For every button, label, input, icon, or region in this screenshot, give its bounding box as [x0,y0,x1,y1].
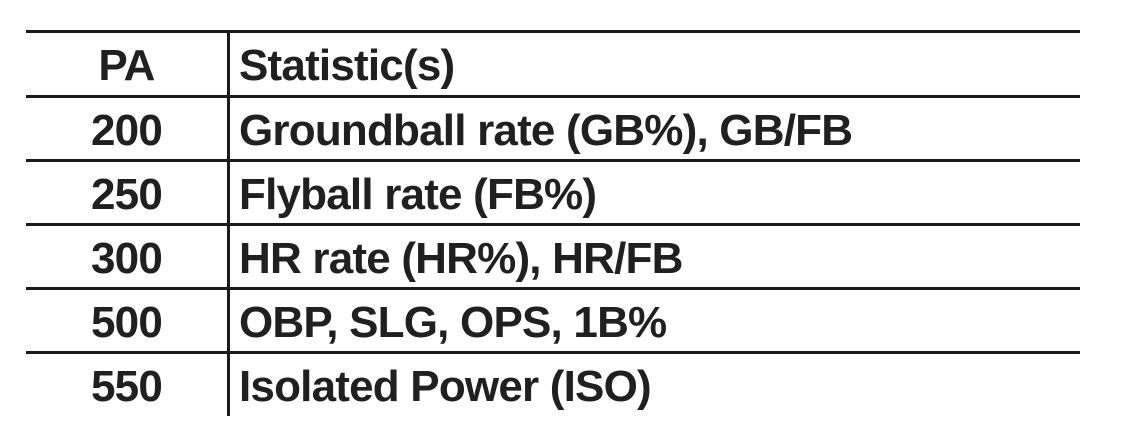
cell-pa: 200 [90,105,163,155]
header-cell-statistics: Statistic(s) [239,41,455,90]
table-row: 200 Groundball rate (GB%), GB/FB [26,98,1080,162]
table-row: 300 HR rate (HR%), HR/FB [26,226,1080,290]
cell-statistics: Groundball rate (GB%), GB/FB [239,105,853,155]
cell-pa: 550 [90,362,163,411]
cell-statistics: HR rate (HR%), HR/FB [239,233,683,283]
table-row: 550 Isolated Power (ISO) [26,354,1080,416]
header-cell-pa: PA [98,41,155,90]
cell-pa: 250 [90,169,163,219]
pa-statistics-table: PA Statistic(s) 200 Groundball rate (GB%)… [26,30,1080,416]
cell-statistics: Flyball rate (FB%) [239,169,597,219]
cell-statistics: OBP, SLG, OPS, 1B% [239,297,667,347]
table-header-row: PA Statistic(s) [26,33,1080,98]
column-divider [227,33,230,416]
table-row: 250 Flyball rate (FB%) [26,162,1080,226]
table-row: 500 OBP, SLG, OPS, 1B% [26,290,1080,354]
cell-pa: 300 [90,233,163,283]
cell-statistics: Isolated Power (ISO) [239,362,652,411]
table-body: 200 Groundball rate (GB%), GB/FB 250 Flybal… [26,98,1080,416]
cell-pa: 500 [90,297,163,347]
